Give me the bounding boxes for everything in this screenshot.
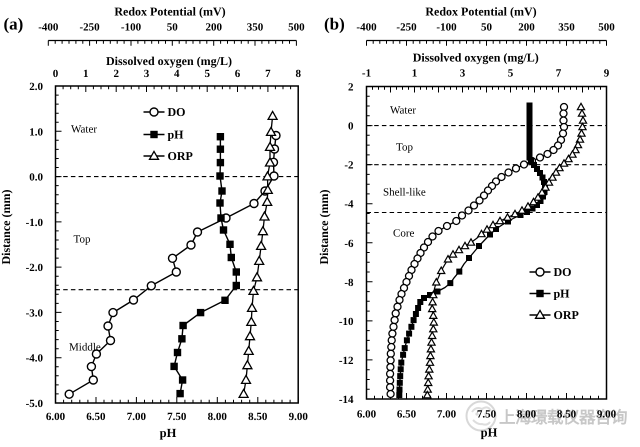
svg-text:500: 500	[288, 22, 305, 34]
svg-text:ORP: ORP	[168, 149, 193, 163]
svg-text:Core: Core	[393, 228, 415, 240]
svg-text:6.50: 6.50	[86, 411, 106, 423]
svg-text:Top: Top	[396, 142, 413, 154]
svg-text:2: 2	[113, 68, 119, 80]
svg-text:5: 5	[204, 68, 210, 80]
svg-text:1: 1	[412, 68, 418, 80]
svg-text:Shell-like: Shell-like	[383, 187, 426, 199]
svg-text:pH: pH	[160, 426, 177, 440]
svg-text:6.00: 6.00	[357, 409, 377, 421]
svg-text:-2: -2	[344, 160, 354, 172]
svg-text:-250: -250	[396, 22, 417, 34]
svg-text:50: 50	[481, 22, 493, 34]
svg-text:-400: -400	[38, 22, 59, 34]
svg-text:2.0: 2.0	[29, 81, 43, 93]
svg-text:9.00: 9.00	[597, 409, 617, 421]
svg-text:200: 200	[205, 22, 222, 34]
svg-text:-10: -10	[339, 316, 354, 328]
svg-text:6: 6	[235, 68, 241, 80]
svg-text:0: 0	[348, 121, 354, 133]
svg-text:8: 8	[295, 68, 301, 80]
svg-text:8.50: 8.50	[557, 409, 577, 421]
svg-text:7.00: 7.00	[127, 411, 147, 423]
svg-text:pH: pH	[168, 128, 185, 142]
svg-text:7.50: 7.50	[477, 409, 497, 421]
svg-text:3: 3	[144, 68, 150, 80]
svg-text:8.00: 8.00	[208, 411, 228, 423]
svg-text:0.0: 0.0	[29, 172, 43, 184]
svg-text:50: 50	[167, 22, 179, 34]
svg-text:Top: Top	[74, 234, 91, 246]
svg-text:Water: Water	[390, 105, 416, 117]
svg-text:5: 5	[508, 68, 514, 80]
svg-text:-100: -100	[121, 22, 142, 34]
svg-text:ORP: ORP	[554, 308, 579, 322]
svg-text:2: 2	[348, 82, 354, 94]
svg-text:350: 350	[247, 22, 264, 34]
svg-text:8.00: 8.00	[517, 409, 537, 421]
svg-text:(a): (a)	[4, 15, 24, 34]
svg-text:7.50: 7.50	[167, 411, 187, 423]
svg-text:6.50: 6.50	[397, 409, 417, 421]
svg-text:350: 350	[558, 22, 575, 34]
svg-text:4: 4	[174, 68, 180, 80]
svg-text:500: 500	[598, 22, 615, 34]
svg-text:Water: Water	[71, 124, 97, 136]
svg-text:7: 7	[265, 68, 271, 80]
svg-text:-5.0: -5.0	[26, 398, 44, 410]
svg-text:DO: DO	[554, 265, 572, 279]
svg-text:-8: -8	[344, 277, 354, 289]
svg-text:-400: -400	[356, 22, 377, 34]
svg-text:-4.0: -4.0	[26, 353, 44, 365]
svg-text:1: 1	[83, 68, 89, 80]
svg-text:200: 200	[518, 22, 535, 34]
svg-text:7.00: 7.00	[437, 409, 457, 421]
svg-text:-100: -100	[436, 22, 457, 34]
svg-text:-250: -250	[80, 22, 101, 34]
svg-text:pH: pH	[481, 426, 498, 440]
svg-text:Redox Potential (mV): Redox Potential (mV)	[425, 5, 536, 19]
svg-text:Dissolved oxygen (mg/L): Dissolved oxygen (mg/L)	[106, 54, 232, 68]
svg-text:Distance (mm): Distance (mm)	[0, 190, 13, 265]
svg-text:-3.0: -3.0	[26, 307, 44, 319]
svg-text:0: 0	[53, 68, 59, 80]
svg-text:-1: -1	[362, 68, 371, 80]
svg-text:1.0: 1.0	[29, 126, 43, 138]
svg-text:3: 3	[460, 68, 466, 80]
svg-text:Redox Potential (mV): Redox Potential (mV)	[114, 5, 225, 19]
svg-text:Middle: Middle	[69, 342, 101, 354]
svg-text:pH: pH	[554, 287, 571, 301]
svg-text:-4: -4	[344, 199, 354, 211]
svg-text:6.00: 6.00	[46, 411, 66, 423]
svg-text:Dissolved oxygen (mg/L): Dissolved oxygen (mg/L)	[413, 51, 539, 65]
svg-text:-1.0: -1.0	[26, 217, 44, 229]
svg-text:DO: DO	[168, 105, 186, 119]
svg-text:8.50: 8.50	[248, 411, 268, 423]
svg-text:-2.0: -2.0	[26, 262, 44, 274]
svg-text:-14: -14	[339, 394, 354, 406]
svg-text:9: 9	[604, 68, 610, 80]
svg-text:Distance (mm): Distance (mm)	[317, 190, 331, 265]
svg-text:-12: -12	[339, 355, 354, 367]
svg-text:(b): (b)	[324, 15, 345, 34]
svg-text:7: 7	[556, 68, 562, 80]
svg-text:上海璟载仪器咨询: 上海璟载仪器咨询	[499, 408, 627, 427]
svg-text:9.00: 9.00	[289, 411, 309, 423]
svg-text:-6: -6	[344, 238, 354, 250]
